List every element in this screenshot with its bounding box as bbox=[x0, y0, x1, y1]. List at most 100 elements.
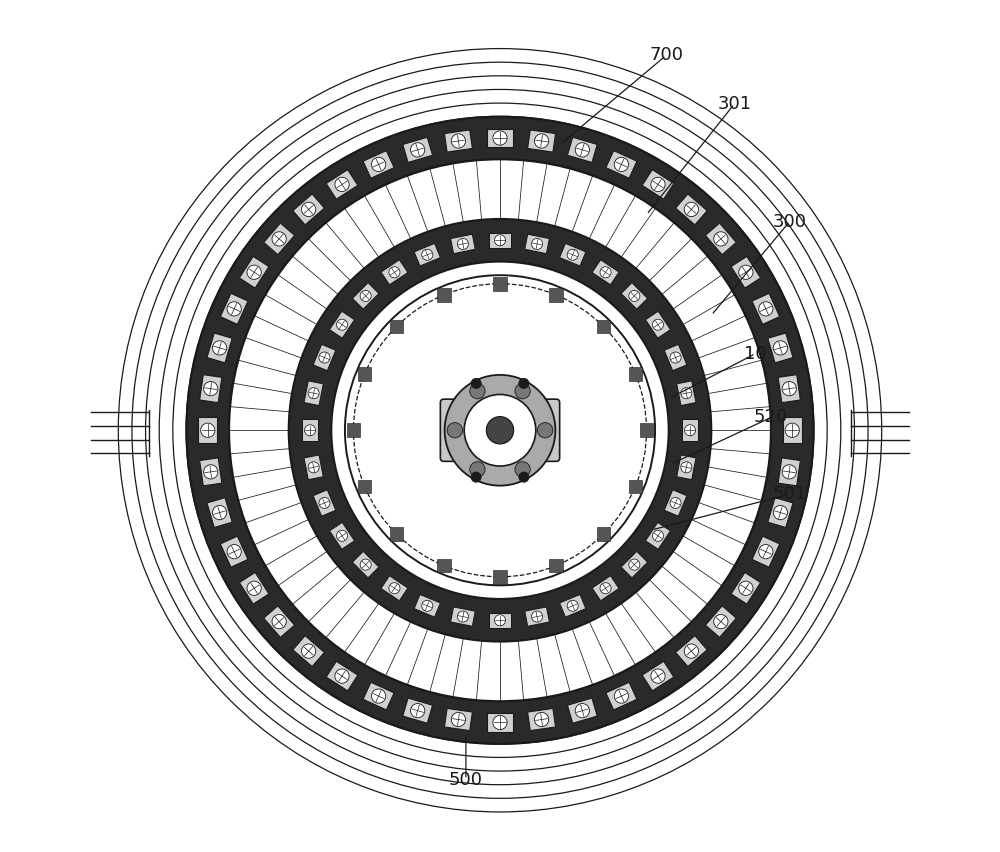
Polygon shape bbox=[451, 234, 475, 254]
Polygon shape bbox=[293, 194, 324, 225]
Circle shape bbox=[371, 158, 386, 171]
Polygon shape bbox=[363, 151, 394, 178]
Polygon shape bbox=[313, 490, 336, 516]
Polygon shape bbox=[326, 170, 358, 199]
Polygon shape bbox=[329, 522, 355, 550]
Text: 700: 700 bbox=[649, 46, 683, 65]
Polygon shape bbox=[567, 137, 597, 163]
Circle shape bbox=[714, 232, 728, 246]
Polygon shape bbox=[778, 458, 800, 486]
Circle shape bbox=[600, 267, 611, 278]
Circle shape bbox=[360, 291, 371, 302]
Polygon shape bbox=[783, 417, 802, 443]
Circle shape bbox=[670, 352, 681, 363]
Circle shape bbox=[451, 134, 466, 148]
Circle shape bbox=[534, 712, 549, 727]
Circle shape bbox=[457, 611, 468, 622]
Circle shape bbox=[651, 177, 665, 192]
Polygon shape bbox=[239, 573, 269, 604]
Circle shape bbox=[471, 378, 481, 389]
Polygon shape bbox=[403, 698, 433, 723]
Polygon shape bbox=[390, 527, 403, 541]
Polygon shape bbox=[676, 194, 707, 225]
Circle shape bbox=[389, 267, 400, 278]
Polygon shape bbox=[198, 417, 217, 443]
Text: 520: 520 bbox=[754, 408, 788, 427]
Polygon shape bbox=[645, 311, 671, 338]
Circle shape bbox=[681, 462, 692, 473]
Circle shape bbox=[785, 423, 799, 437]
Text: 301: 301 bbox=[717, 95, 751, 113]
Polygon shape bbox=[705, 606, 736, 637]
Polygon shape bbox=[645, 522, 671, 550]
Circle shape bbox=[493, 716, 507, 729]
Circle shape bbox=[227, 302, 241, 316]
Polygon shape bbox=[676, 636, 707, 666]
Circle shape bbox=[345, 275, 655, 585]
Circle shape bbox=[445, 375, 555, 486]
Polygon shape bbox=[677, 381, 696, 406]
Polygon shape bbox=[220, 536, 248, 567]
Circle shape bbox=[614, 689, 629, 703]
Polygon shape bbox=[629, 480, 642, 493]
Polygon shape bbox=[437, 559, 451, 573]
Polygon shape bbox=[487, 129, 513, 147]
Polygon shape bbox=[487, 713, 513, 732]
Circle shape bbox=[411, 143, 425, 157]
Polygon shape bbox=[207, 333, 232, 363]
Circle shape bbox=[204, 464, 218, 479]
Polygon shape bbox=[752, 536, 780, 567]
Circle shape bbox=[422, 249, 433, 260]
Text: 10: 10 bbox=[744, 344, 767, 363]
Polygon shape bbox=[264, 606, 295, 637]
Polygon shape bbox=[731, 573, 761, 604]
Polygon shape bbox=[664, 344, 687, 371]
Polygon shape bbox=[358, 480, 371, 493]
Polygon shape bbox=[677, 455, 696, 480]
Circle shape bbox=[212, 341, 227, 355]
Polygon shape bbox=[220, 293, 248, 325]
Polygon shape bbox=[621, 551, 648, 578]
Circle shape bbox=[360, 559, 371, 570]
Circle shape bbox=[652, 530, 663, 541]
Circle shape bbox=[567, 601, 578, 612]
Circle shape bbox=[494, 615, 506, 625]
Text: 300: 300 bbox=[773, 212, 807, 231]
Circle shape bbox=[204, 382, 218, 396]
Polygon shape bbox=[560, 244, 586, 266]
Circle shape bbox=[470, 383, 485, 399]
Polygon shape bbox=[381, 576, 408, 601]
Circle shape bbox=[652, 320, 663, 331]
Polygon shape bbox=[358, 367, 371, 381]
Polygon shape bbox=[664, 490, 687, 516]
Circle shape bbox=[335, 177, 349, 192]
Polygon shape bbox=[444, 708, 472, 731]
Circle shape bbox=[773, 505, 788, 520]
Polygon shape bbox=[347, 423, 360, 437]
Circle shape bbox=[247, 581, 261, 596]
Circle shape bbox=[411, 704, 425, 717]
Polygon shape bbox=[640, 423, 653, 437]
FancyBboxPatch shape bbox=[539, 399, 560, 462]
Polygon shape bbox=[363, 682, 394, 710]
Circle shape bbox=[227, 544, 241, 559]
Circle shape bbox=[773, 341, 788, 355]
Polygon shape bbox=[403, 137, 433, 163]
Circle shape bbox=[308, 388, 319, 399]
Text: 501: 501 bbox=[773, 485, 807, 504]
Polygon shape bbox=[293, 636, 324, 666]
Polygon shape bbox=[313, 344, 336, 371]
Circle shape bbox=[629, 559, 640, 570]
Polygon shape bbox=[528, 708, 556, 731]
Circle shape bbox=[515, 383, 530, 399]
Circle shape bbox=[567, 249, 578, 260]
Polygon shape bbox=[642, 170, 674, 199]
Polygon shape bbox=[597, 320, 610, 333]
Polygon shape bbox=[390, 320, 403, 333]
Circle shape bbox=[229, 159, 771, 701]
Polygon shape bbox=[239, 256, 269, 288]
Circle shape bbox=[575, 704, 589, 717]
Circle shape bbox=[739, 581, 753, 596]
Polygon shape bbox=[200, 458, 222, 486]
Polygon shape bbox=[200, 375, 222, 403]
